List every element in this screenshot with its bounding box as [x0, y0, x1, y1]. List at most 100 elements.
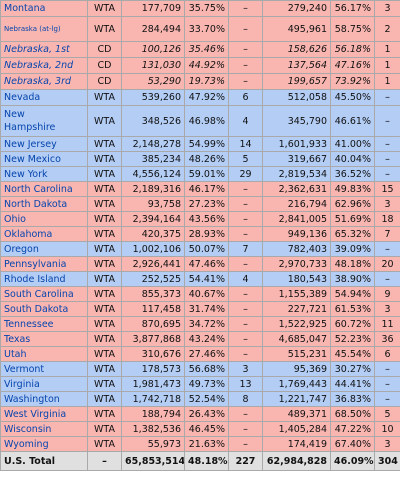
state-cell: New Jersey: [0, 136, 88, 152]
obama-ev-cell: –: [228, 73, 263, 90]
obama-ev-cell: –: [228, 226, 263, 242]
method-cell: WTA: [87, 166, 122, 182]
obama-percent-cell: 52.54%: [184, 391, 229, 407]
table-body: Montana WTA 177,709 35.75% –279,240 56.17% 3 Ne…: [0, 0, 400, 471]
state-row: Nebraska, 1st CD 100,126 35.46% –158,626 56.1…: [0, 41, 400, 58]
state-cell: South Carolina: [0, 286, 88, 302]
obama-percent-cell: 46.98%: [184, 105, 229, 137]
obama-votes-cell: 2,926,441: [121, 256, 185, 272]
obama-ev-cell: –: [228, 211, 263, 227]
romney-ev-cell: 3: [374, 0, 400, 17]
method-cell: WTA: [87, 271, 122, 287]
state-row: Montana WTA 177,709 35.75% –279,240 56.17% 3: [0, 0, 400, 17]
method-cell: WTA: [87, 16, 122, 42]
obama-ev-cell: 4: [228, 105, 263, 137]
obama-votes-cell: 252,525: [121, 271, 185, 287]
obama-percent-cell: 50.07%: [184, 241, 229, 257]
romney-ev-cell: 7: [374, 226, 400, 242]
obama-ev-cell: 3: [228, 361, 263, 377]
obama-votes-cell: 93,758: [121, 196, 185, 212]
obama-percent-cell: 44.92%: [184, 57, 229, 74]
state-row: Vermont WTA 178,573 56.68% 3 95,369 30.27% –: [0, 361, 400, 377]
obama-ev-cell: 8: [228, 391, 263, 407]
method-cell: WTA: [87, 0, 122, 17]
romney-votes-cell: 2,841,005: [262, 211, 331, 227]
obama-percent-cell: 19.73%: [184, 73, 229, 90]
romney-ev-cell: 5: [374, 406, 400, 422]
state-cell: South Dakota: [0, 301, 88, 317]
state-cell: New York: [0, 166, 88, 182]
state-row: North Dakota WTA 93,758 27.23% –216,794 62.96…: [0, 196, 400, 212]
romney-percent-cell: 30.27%: [330, 361, 375, 377]
romney-votes-cell: 2,362,631: [262, 181, 331, 197]
method-cell: WTA: [87, 89, 122, 106]
romney-percent-cell: 36.52%: [330, 166, 375, 182]
state-row: North Carolina WTA 2,189,316 46.17% –2,362,6…: [0, 181, 400, 197]
state-row: New Hampshire WTA 348,526 46.98% 4 345,790 46.…: [0, 105, 400, 137]
obama-votes-cell: 4,556,124: [121, 166, 185, 182]
romney-ev-cell: –: [374, 376, 400, 392]
romney-percent-cell: 54.94%: [330, 286, 375, 302]
romney-percent-cell: 41.00%: [330, 136, 375, 152]
state-row: Nevada WTA 539,260 47.92% 6 512,058 45.50% –: [0, 89, 400, 106]
state-cell: Pennsylvania: [0, 256, 88, 272]
state-cell: Tennessee: [0, 316, 88, 332]
romney-ev-cell: –: [374, 105, 400, 137]
method-cell: CD: [87, 57, 122, 74]
obama-ev-cell: 14: [228, 136, 263, 152]
obama-percent-cell: 21.63%: [184, 436, 229, 452]
romney-votes-cell: 515,231: [262, 346, 331, 362]
state-row: Pennsylvania WTA 2,926,441 47.46% –2,970,733…: [0, 256, 400, 272]
romney-ev-cell: –: [374, 271, 400, 287]
romney-percent-cell: 73.92%: [330, 73, 375, 90]
romney-votes-cell: 495,961: [262, 16, 331, 42]
obama-ev-cell: 7: [228, 241, 263, 257]
obama-percent-cell: 47.92%: [184, 89, 229, 106]
state-cell: Utah: [0, 346, 88, 362]
obama-percent-cell: 46.45%: [184, 421, 229, 437]
obama-ev-cell: –: [228, 346, 263, 362]
romney-ev-cell: 1: [374, 41, 400, 58]
state-row: New Mexico WTA 385,234 48.26% 5 319,667 40.04%…: [0, 151, 400, 167]
obama-ev-cell: 4: [228, 271, 263, 287]
romney-ev-cell: 304: [374, 451, 400, 471]
obama-ev-cell: –: [228, 436, 263, 452]
romney-percent-cell: 68.50%: [330, 406, 375, 422]
method-cell: WTA: [87, 391, 122, 407]
obama-votes-cell: 2,148,278: [121, 136, 185, 152]
state-row: Utah WTA 310,676 27.46% –515,231 45.54% 6: [0, 346, 400, 362]
romney-ev-cell: 10: [374, 421, 400, 437]
state-cell: Nebraska, 3rd: [0, 73, 88, 90]
romney-percent-cell: 38.90%: [330, 271, 375, 287]
obama-percent-cell: 54.99%: [184, 136, 229, 152]
obama-ev-cell: 5: [228, 151, 263, 167]
obama-ev-cell: –: [228, 0, 263, 17]
method-cell: WTA: [87, 196, 122, 212]
romney-percent-cell: 51.69%: [330, 211, 375, 227]
romney-votes-cell: 489,371: [262, 406, 331, 422]
obama-percent-cell: 34.72%: [184, 316, 229, 332]
state-row: Wyoming WTA 55,973 21.63% –174,419 67.40% 3: [0, 436, 400, 452]
romney-percent-cell: 60.72%: [330, 316, 375, 332]
state-row: Ohio WTA 2,394,164 43.56% –2,841,005 51.69% 18: [0, 211, 400, 227]
state-cell: North Dakota: [0, 196, 88, 212]
obama-votes-cell: 284,494: [121, 16, 185, 42]
romney-percent-cell: 67.40%: [330, 436, 375, 452]
romney-percent-cell: 47.16%: [330, 57, 375, 74]
state-cell: Oregon: [0, 241, 88, 257]
obama-votes-cell: 2,394,164: [121, 211, 185, 227]
romney-ev-cell: 18: [374, 211, 400, 227]
romney-percent-cell: 45.54%: [330, 346, 375, 362]
state-row: Texas WTA 3,877,868 43.24% –4,685,047 52.23% 3…: [0, 331, 400, 347]
obama-ev-cell: –: [228, 196, 263, 212]
state-row: Oregon WTA 1,002,106 50.07% 7 782,403 39.09% –: [0, 241, 400, 257]
state-cell: North Carolina: [0, 181, 88, 197]
obama-ev-cell: –: [228, 421, 263, 437]
state-cell: Texas: [0, 331, 88, 347]
method-cell: WTA: [87, 316, 122, 332]
romney-votes-cell: 2,970,733: [262, 256, 331, 272]
method-cell: WTA: [87, 421, 122, 437]
state-cell: Nebraska, 1st: [0, 41, 88, 58]
romney-votes-cell: 1,221,747: [262, 391, 331, 407]
romney-percent-cell: 40.04%: [330, 151, 375, 167]
